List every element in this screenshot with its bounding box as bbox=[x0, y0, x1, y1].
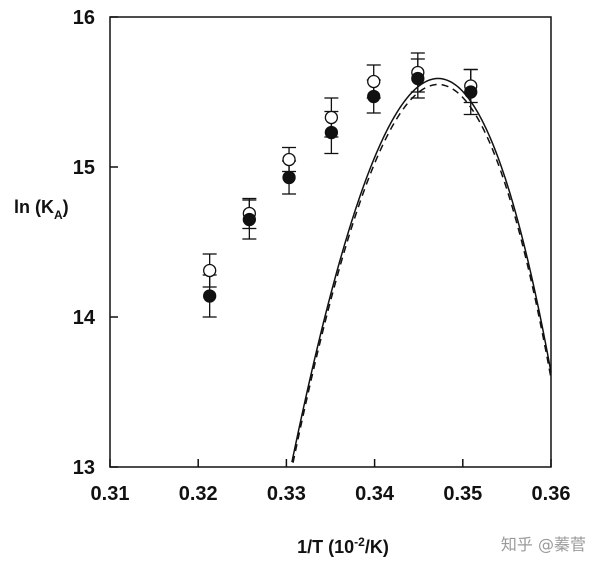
x-tick-label: 0.31 bbox=[91, 483, 130, 505]
watermark: 知乎 @蓁菅 bbox=[500, 535, 586, 554]
data-point-open bbox=[282, 152, 296, 167]
plot-frame bbox=[109, 16, 552, 468]
y-tick-label: 16 bbox=[73, 7, 95, 29]
fit-curve-dashed bbox=[292, 83, 552, 463]
data-point-filled bbox=[464, 85, 478, 99]
data-point-filled bbox=[324, 125, 339, 140]
x-tick-label: 0.33 bbox=[267, 483, 306, 505]
data-point-filled bbox=[203, 289, 217, 303]
y-axis-label: ln (KA) bbox=[14, 197, 69, 222]
data-point-filled bbox=[411, 71, 425, 86]
data-point-open bbox=[203, 263, 217, 278]
y-tick-label: 15 bbox=[73, 157, 95, 179]
data-point-filled bbox=[282, 170, 296, 185]
x-axis-label-superscript: -2 bbox=[354, 535, 365, 549]
x-axis-label-main: 1/T (10 bbox=[297, 537, 354, 557]
y-axis-label-end: ) bbox=[63, 197, 69, 217]
data-point-filled bbox=[242, 212, 257, 227]
data-point-open bbox=[324, 110, 339, 125]
x-tick-label: 0.35 bbox=[443, 483, 482, 505]
fit-curve-solid bbox=[291, 77, 552, 463]
x-tick-label: 0.32 bbox=[179, 483, 218, 505]
y-axis-label-subscript: A bbox=[54, 208, 63, 222]
x-axis-label-end: /K) bbox=[365, 537, 389, 557]
y-tick-label: 14 bbox=[73, 307, 96, 329]
y-axis-label-main: ln (K bbox=[14, 197, 54, 217]
data-point-filled bbox=[367, 89, 381, 104]
x-tick-label: 0.34 bbox=[355, 483, 395, 505]
y-tick-label: 13 bbox=[73, 457, 95, 479]
data-point-open bbox=[367, 74, 381, 89]
x-axis-label: 1/T (10-2/K) bbox=[297, 535, 389, 557]
x-tick-label: 0.36 bbox=[532, 483, 571, 505]
